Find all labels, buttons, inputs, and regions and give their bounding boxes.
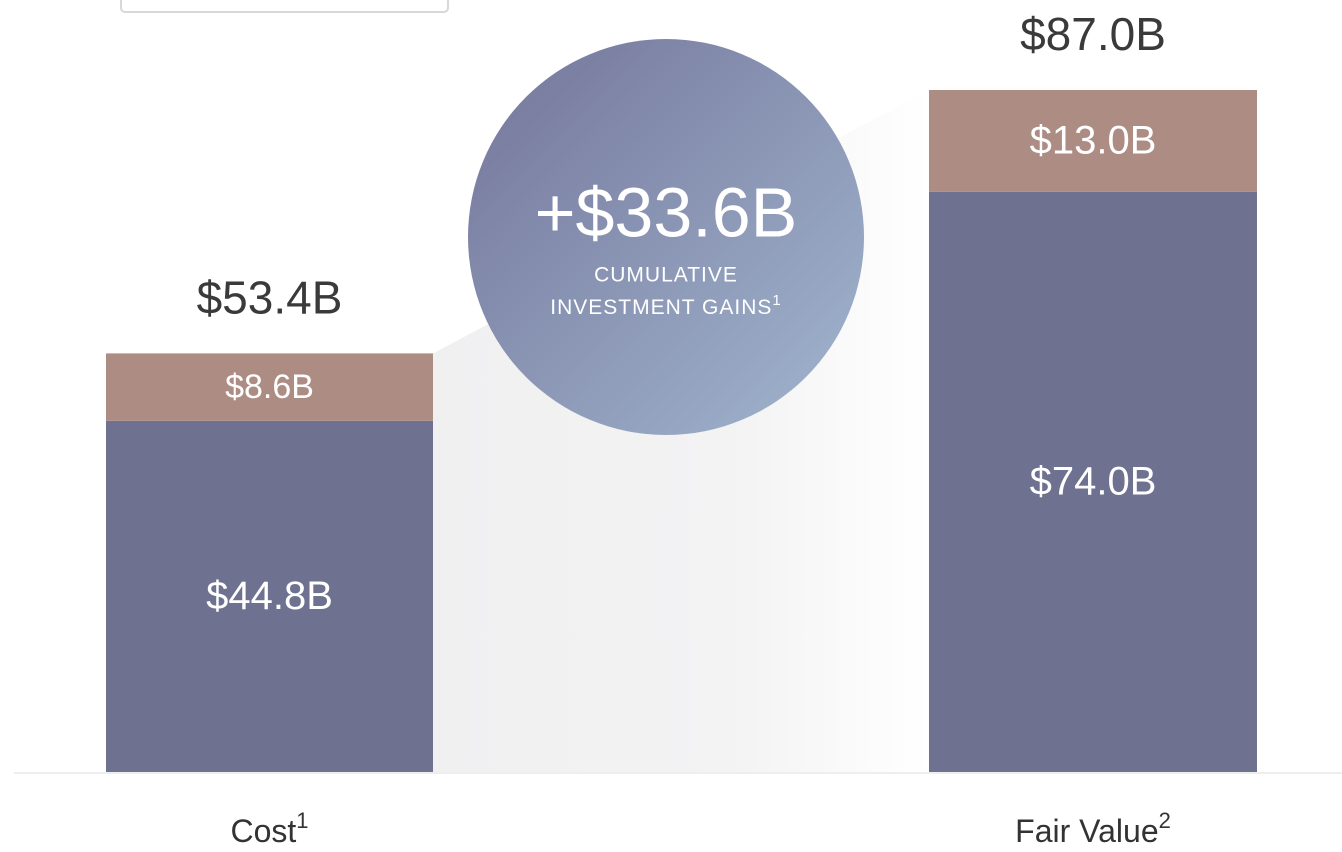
plot: $44.8B$8.6B$53.4BCost1$74.0B$13.0B$87.0B… [14,8,1342,849]
category-name: Cost [230,813,296,849]
bar-segment [106,420,433,772]
bar-segment [929,90,1257,192]
segment-label: $74.0B [1030,460,1157,504]
segment-label: $44.8B [206,574,333,618]
input-box[interactable] [120,0,449,13]
total-label: $87.0B [1020,8,1166,60]
category-label: Fair Value2 [1015,808,1171,850]
gain-caption: INVESTMENT GAINS1 [550,292,782,319]
gain-bubble [468,39,864,435]
gain-caption-text: INVESTMENT GAINS [550,296,772,319]
bar-segment [106,353,433,421]
category-label: Cost1 [230,808,308,850]
category-name: Fair Value [1015,813,1158,849]
gain-value: +$33.6B [535,173,798,251]
footnote-marker: 1 [296,808,308,833]
bar-segment [929,191,1257,772]
gain-caption: CUMULATIVE [594,264,738,287]
total-label: $53.4B [197,272,343,324]
footnote-marker: 1 [772,292,781,309]
footnote-marker: 2 [1159,808,1171,833]
segment-label: $13.0B [1030,119,1157,163]
segment-label: $8.6B [225,368,314,406]
